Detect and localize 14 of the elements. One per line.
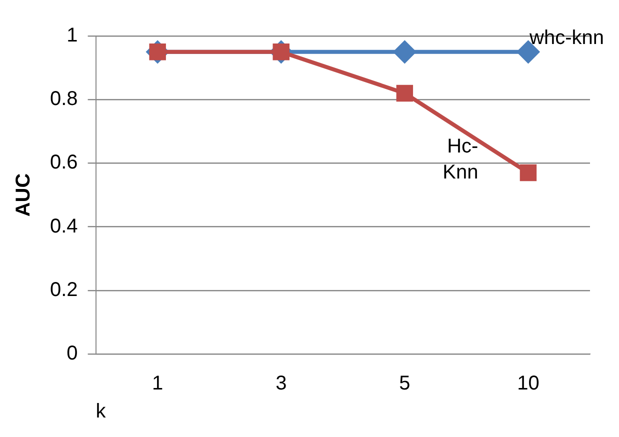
y-tick-label: 1: [66, 24, 78, 47]
x-tick-label: 10: [517, 372, 540, 395]
y-tick-label: 0.4: [50, 215, 78, 238]
series-label: Hc-Knn: [442, 136, 478, 184]
y-tick-label: 0: [66, 342, 78, 365]
y-tick-label: 0.2: [50, 278, 78, 301]
series-label: whc-knn: [528, 26, 604, 49]
y-tick-label: 0.8: [50, 88, 78, 110]
x-tick-label: 1: [152, 372, 164, 395]
y-axis-title: AUC: [12, 173, 35, 217]
x-tick-label: 5: [399, 372, 410, 395]
x-tick-label: 3: [276, 372, 287, 395]
y-tick-label: 0.6: [50, 152, 78, 174]
x-axis-title: k: [96, 400, 107, 423]
